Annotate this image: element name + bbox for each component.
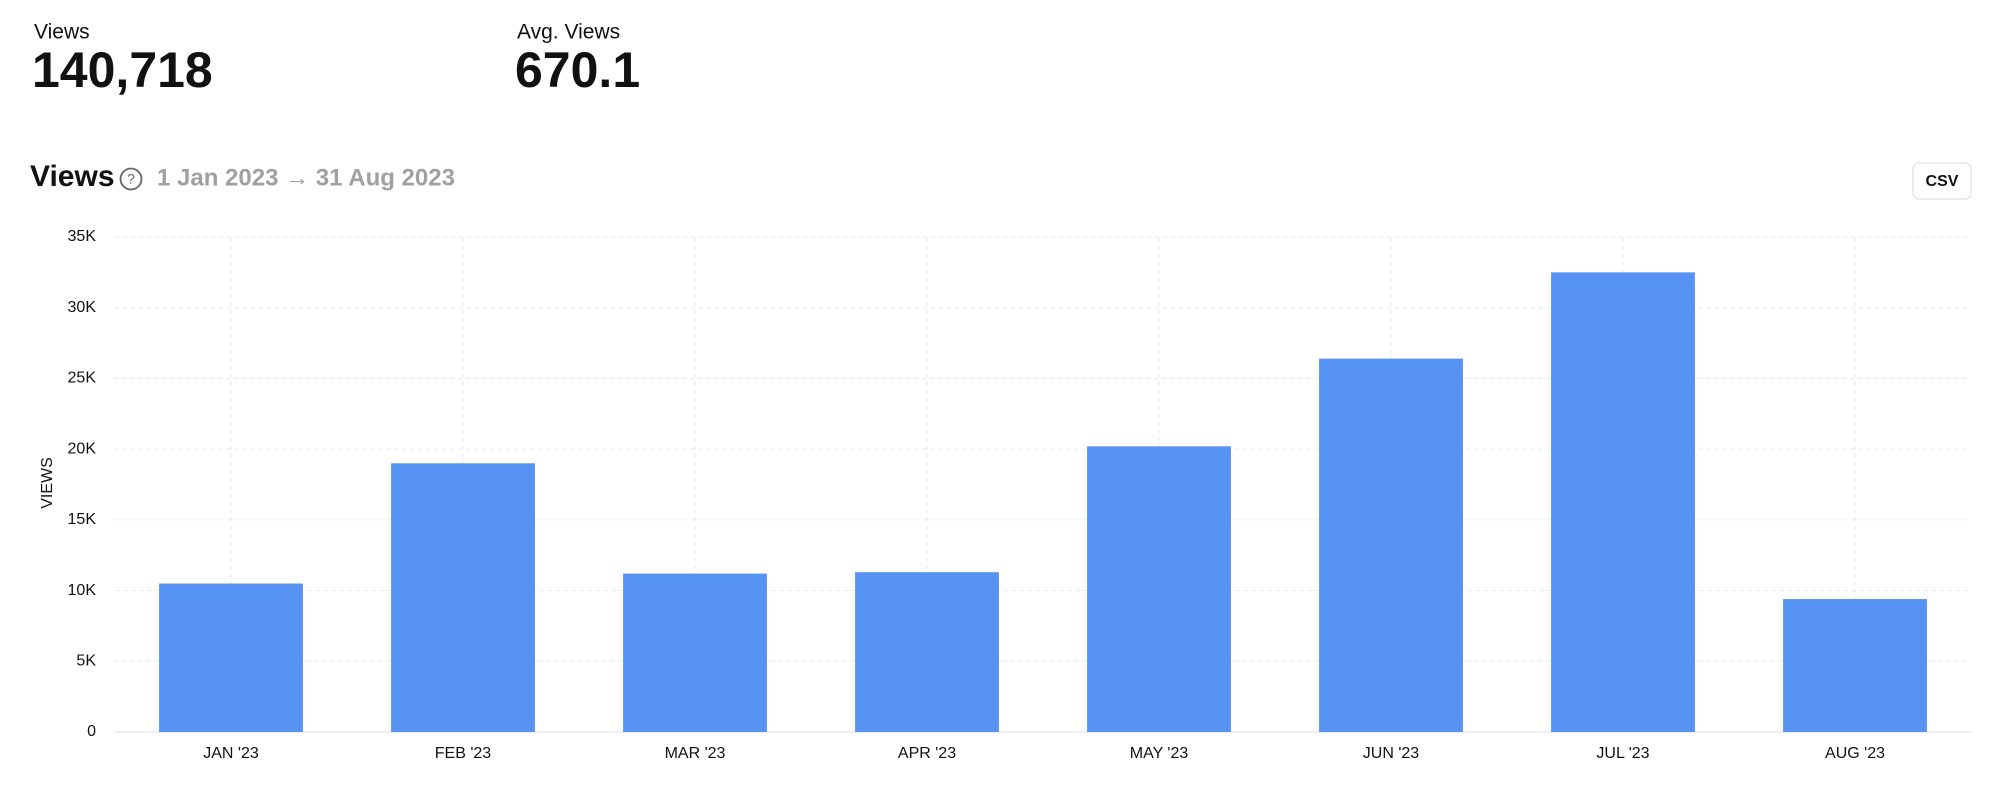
x-tick-label: AUG '23 [1825,745,1885,762]
y-tick-label: 20K [68,440,97,457]
bar [855,572,999,732]
bar [391,463,535,732]
stat-label: Avg. Views [517,21,620,44]
x-tick-label: MAR '23 [665,745,726,762]
stat-label: Views [34,21,90,44]
y-tick-label: 15K [68,511,97,528]
help-icon[interactable]: ? [119,167,143,191]
x-tick-label: APR '23 [898,745,956,762]
svg-text:?: ? [127,171,135,187]
bar [623,573,767,732]
x-tick-label: FEB '23 [435,745,492,762]
y-tick-label: 10K [68,582,97,599]
x-tick-label: MAY '23 [1130,745,1189,762]
y-tick-label: 25K [68,370,97,387]
bar [1087,446,1231,732]
date-range: 1 Jan 2023 → 31 Aug 2023 [157,164,455,191]
y-tick-label: 30K [68,299,97,316]
csv-button[interactable]: CSV [1912,162,1972,200]
y-tick-label: 5K [76,653,96,670]
chart-title: Views [30,160,115,193]
bar [1319,358,1463,732]
x-tick-label: JUL '23 [1596,745,1649,762]
y-axis-label: VIEWS [39,457,56,509]
bar [1783,599,1927,732]
y-tick-label: 0 [87,723,96,740]
stat-value: 140,718 [32,42,213,98]
csv-button-label[interactable]: CSV [1926,173,1959,190]
x-tick-label: JAN '23 [203,745,259,762]
stat-value: 670.1 [515,42,640,98]
x-tick-label: JUN '23 [1363,745,1420,762]
bar [159,583,303,732]
bar [1551,272,1695,732]
y-tick-label: 35K [68,228,97,245]
